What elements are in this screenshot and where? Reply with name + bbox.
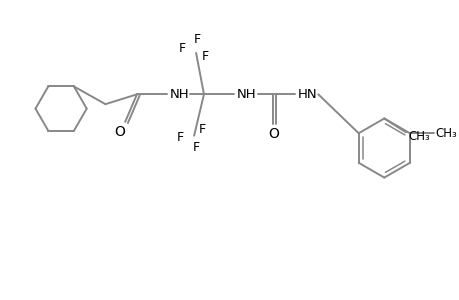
Text: NH: NH: [236, 88, 256, 101]
Text: O: O: [268, 127, 279, 141]
Text: F: F: [179, 43, 185, 56]
Text: HN: HN: [297, 88, 317, 101]
Text: CH₃: CH₃: [407, 130, 429, 143]
Text: O: O: [113, 125, 124, 139]
Text: F: F: [193, 33, 200, 46]
Text: F: F: [201, 50, 208, 63]
Text: F: F: [192, 141, 199, 154]
Text: F: F: [198, 123, 205, 136]
Text: F: F: [176, 131, 184, 144]
Text: NH: NH: [169, 88, 189, 101]
Text: CH₃: CH₃: [435, 127, 456, 140]
